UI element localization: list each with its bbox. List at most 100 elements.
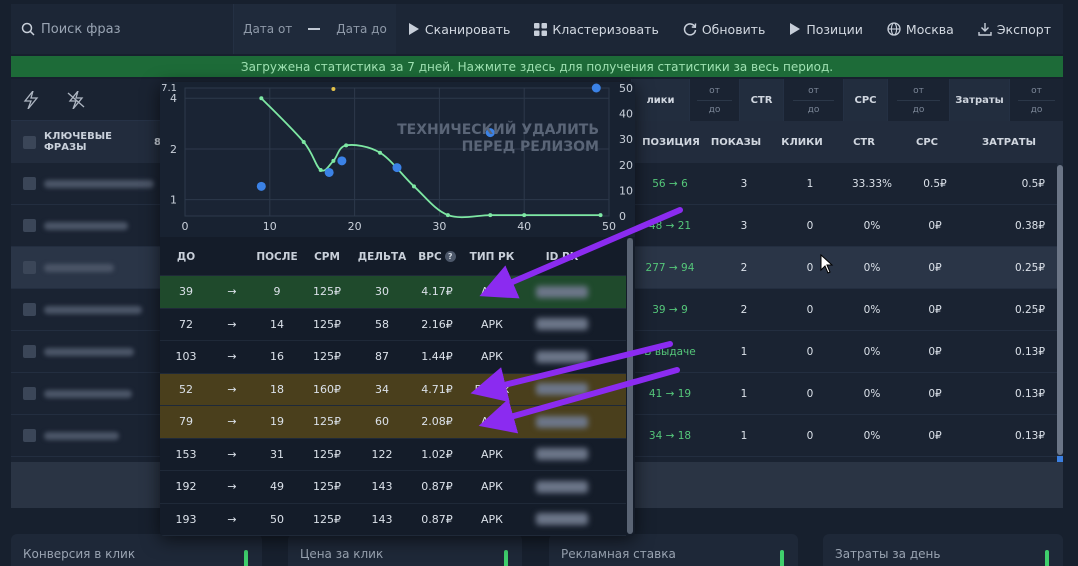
popup-scroll-thumb[interactable] [627, 238, 633, 534]
y-right-tick-label: 40 [619, 108, 633, 121]
cell-cost: 0.5₽ [1021, 178, 1045, 190]
date-to-input[interactable]: Дата до [336, 22, 387, 36]
line-point [411, 184, 416, 189]
keyword-cell [11, 177, 161, 190]
lightning-icon[interactable] [23, 90, 39, 109]
col-id: ID РК [545, 250, 579, 263]
keyword-cell [11, 219, 161, 232]
y-left-tick-label: 4 [170, 92, 177, 105]
cell-delta: 122 [371, 447, 393, 461]
scatter-point [392, 163, 402, 173]
cell-cpc: 0.5₽ [923, 178, 947, 190]
forecast-chart: 0 10 20 30 40 50 1 2 4 7.1 0 10 20 30 40 50 ТЕХНИЧЕСКИЙ… [160, 82, 635, 237]
row-checkbox[interactable] [23, 345, 36, 358]
row-checkbox[interactable] [23, 219, 36, 232]
date-range: Дата от Дата до [233, 4, 396, 54]
col-shows[interactable]: ПОКАЗЫ [710, 136, 762, 148]
col-ctr[interactable]: CTR [853, 136, 875, 148]
forecast-row[interactable]: 39 → 9 125₽ 30 4.17₽ АРК [160, 276, 626, 309]
forecast-row[interactable]: 193 → 50 125₽ 143 0.87₽ АРК [160, 504, 626, 536]
col-position[interactable]: ПОЗИЦИЯ [642, 136, 700, 148]
row-checkbox[interactable] [23, 429, 36, 442]
col-cpc[interactable]: CPC [915, 136, 938, 148]
cell-cost: 0.25₽ [1014, 262, 1045, 274]
x-tick-label: 30 [432, 220, 446, 233]
forecast-row[interactable]: 79 → 19 125₽ 60 2.08₽ АРК [160, 406, 626, 439]
row-checkbox[interactable] [23, 387, 36, 400]
region-button[interactable]: Москва [875, 4, 966, 54]
forecast-row[interactable]: 192 → 49 125₽ 143 0.87₽ АРК [160, 471, 626, 504]
cluster-button[interactable]: Кластеризовать [522, 4, 670, 54]
cell-bpc: 4.71₽ [421, 382, 453, 396]
filter-to: до [708, 104, 721, 115]
keyword-cell [11, 345, 161, 358]
watermark-line2: ПЕРЕД РЕЛИЗОМ [461, 139, 599, 155]
keyword-cell [11, 387, 161, 400]
cell-bpc: 1.02₽ [421, 447, 453, 461]
filter-from: от [1031, 85, 1042, 96]
forecast-row[interactable]: 72 → 14 125₽ 58 2.16₽ АРК [160, 309, 626, 341]
cell-before: 72 [179, 317, 193, 331]
arrow-right-icon: → [227, 350, 237, 364]
help-icon[interactable]: ? [444, 251, 456, 262]
filter-from: от [808, 85, 819, 96]
region-label: Москва [905, 21, 954, 37]
card-bid-label: Рекламная ставка [561, 547, 676, 561]
cell-type: АРК [481, 512, 503, 526]
filter-cpc-label: CPC [843, 79, 887, 121]
cell-position: 277 → 94 [645, 262, 695, 274]
mouse-cursor-icon [820, 254, 834, 274]
download-icon [978, 23, 992, 36]
x-tick-label: 0 [182, 220, 189, 233]
forecast-header: ДО ПОСЛЕ CPM ДЕЛЬТА BPC? ТИП РК ID РК [160, 238, 626, 276]
row-checkbox[interactable] [23, 303, 36, 316]
table-scroll-thumb[interactable] [1057, 165, 1063, 455]
scan-button[interactable]: Сканировать [396, 4, 523, 54]
line-point [301, 139, 306, 144]
keyword-text-blurred [44, 431, 119, 440]
cell-type: АРК [481, 415, 503, 429]
card-indicator [780, 550, 784, 566]
select-all-checkbox[interactable] [23, 135, 36, 149]
lightning-off-icon[interactable] [67, 90, 85, 109]
forecast-row[interactable]: 52 → 18 160₽ 34 4.71₽ Поиск [160, 373, 626, 406]
search-icon [21, 22, 35, 36]
cell-shows: 1 [740, 388, 748, 400]
search-input[interactable]: Поиск фраз [11, 4, 234, 54]
cell-id-blurred [522, 285, 602, 298]
scan-label: Сканировать [424, 21, 511, 37]
table-scrollbar[interactable] [1057, 163, 1063, 462]
arrow-right-icon: → [227, 415, 237, 429]
forecast-row[interactable]: 103 → 16 125₽ 87 1.44₽ АРК [160, 341, 626, 374]
card-indicator [504, 550, 508, 566]
col-cost[interactable]: ЗАТРАТЫ [982, 136, 1036, 148]
cell-after: 19 [270, 415, 284, 429]
cell-clicks: 0 [806, 262, 814, 274]
filter-to: до [1030, 104, 1043, 115]
filter-cost-range[interactable]: от до [1009, 79, 1063, 121]
col-bpc-label: BPC [418, 250, 442, 263]
y-right-tick-label: 50 [619, 82, 633, 95]
stats-banner[interactable]: Загружена статистика за 7 дней. Нажмите … [11, 56, 1063, 77]
export-button[interactable]: Экспорт [966, 4, 1063, 54]
row-checkbox[interactable] [23, 177, 36, 190]
date-from-input[interactable]: Дата от [243, 22, 293, 36]
export-label: Экспорт [996, 21, 1051, 37]
filter-ctr-range[interactable]: от до [783, 79, 843, 121]
filter-cpc-range[interactable]: от до [887, 79, 949, 121]
cell-cpm: 160₽ [313, 382, 341, 396]
refresh-button[interactable]: Обновить [671, 4, 778, 54]
card-conversion-label: Конверсия в клик [23, 547, 136, 561]
row-checkbox[interactable] [23, 261, 36, 274]
grid-icon [534, 22, 548, 36]
filter-to: до [807, 104, 820, 115]
cell-bpc: 0.87₽ [421, 480, 453, 494]
filter-clicks-range[interactable]: от до [689, 79, 739, 121]
cell-delta: 60 [375, 415, 389, 429]
refresh-label: Обновить [701, 21, 766, 37]
col-clicks[interactable]: КЛИКИ [781, 136, 823, 148]
popup-scrollbar[interactable] [627, 238, 633, 534]
cluster-label: Кластеризовать [552, 21, 659, 37]
positions-button[interactable]: Позиции [777, 4, 875, 54]
forecast-row[interactable]: 153 → 31 125₽ 122 1.02₽ АРК [160, 439, 626, 471]
